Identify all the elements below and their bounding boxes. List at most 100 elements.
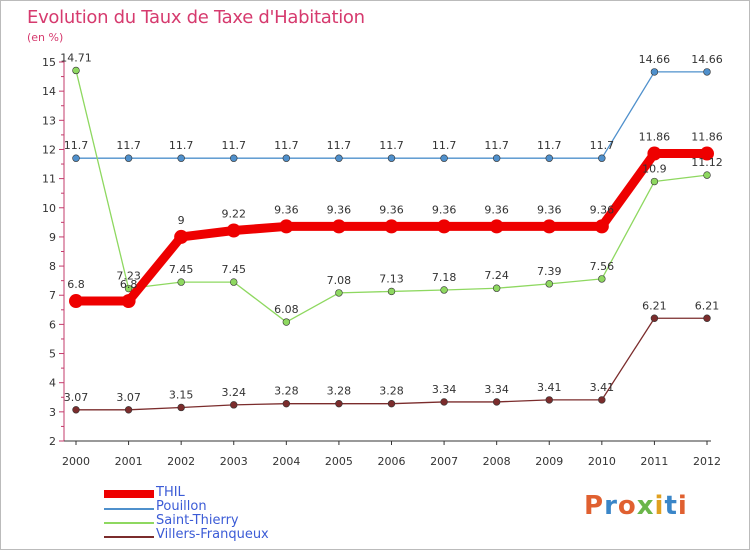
- point-villers-franqueux: [545, 396, 553, 404]
- data-label-thil: 9.36: [537, 203, 562, 216]
- legend-swatch-villers-franqueux: [104, 536, 154, 538]
- y-tick-label: 13: [42, 114, 56, 127]
- data-label-pouillon: 11.7: [327, 139, 352, 152]
- y-tick-label: 4: [49, 377, 56, 390]
- point-thil: [594, 219, 609, 234]
- data-label-thil: 9.36: [379, 203, 404, 216]
- point-pouillon: [230, 154, 238, 162]
- y-tick-label: 10: [42, 202, 56, 215]
- data-label-thil: 11.86: [691, 131, 723, 144]
- point-pouillon: [335, 154, 343, 162]
- y-tick-label: 6: [49, 318, 56, 331]
- logo-letter: i: [677, 491, 688, 521]
- point-thil: [384, 219, 399, 234]
- data-label-thil: 9: [178, 214, 185, 227]
- data-label-villers-franqueux: 3.15: [169, 388, 194, 401]
- x-tick-label: 2002: [167, 455, 195, 468]
- data-label-saint-thierry: 14.71: [60, 51, 92, 64]
- x-tick-label: 2011: [640, 455, 668, 468]
- point-pouillon: [177, 154, 185, 162]
- x-tick-label: 2004: [272, 455, 300, 468]
- data-label-saint-thierry: 7.39: [537, 265, 562, 278]
- x-tick-label: 2005: [325, 455, 353, 468]
- data-label-villers-franqueux: 3.41: [537, 381, 562, 394]
- legend-swatch-thil: [104, 490, 154, 498]
- point-villers-franqueux: [387, 399, 396, 408]
- point-saint-thierry: [650, 177, 659, 186]
- chart-title: Evolution du Taux de Taxe d'Habitation: [27, 7, 365, 28]
- legend-label-thil: THIL: [156, 485, 185, 500]
- data-labels-layer: 11.7 11.7 11.7 11.7 11.7 11.7 11.7 11.7 11.7 11.7…: [60, 51, 723, 403]
- point-saint-thierry: [387, 287, 396, 296]
- data-label-thil: 9.36: [432, 203, 457, 216]
- point-saint-thierry: [282, 318, 291, 326]
- y-tick-label: 7: [49, 289, 56, 302]
- proxiti-logo: Proxiti: [584, 491, 688, 521]
- data-label-villers-franqueux: 3.07: [64, 391, 89, 404]
- logo-letter: x: [636, 491, 655, 521]
- data-label-villers-franqueux: 3.24: [222, 386, 247, 399]
- point-villers-franqueux: [440, 398, 448, 406]
- point-saint-thierry: [440, 286, 448, 294]
- logo-letter: t: [664, 491, 678, 521]
- point-villers-franqueux: [177, 403, 185, 412]
- axes: 2 3 4 5 6 7 8 9 10 11 12 13 14 15 2000 2001 2002 2003 2004…: [42, 56, 721, 468]
- x-tick-label: 2003: [220, 455, 248, 468]
- point-villers-franqueux: [72, 406, 80, 414]
- data-label-thil: 6.8: [67, 278, 85, 291]
- point-saint-thierry: [703, 171, 711, 179]
- point-villers-franqueux: [124, 406, 133, 414]
- data-label-thil: 9.22: [222, 208, 247, 221]
- data-label-saint-thierry: 6.08: [274, 303, 299, 316]
- point-villers-franqueux: [650, 314, 659, 322]
- point-thil: [121, 294, 136, 309]
- data-label-saint-thierry: 7.08: [327, 274, 352, 287]
- data-label-thil: 6.8: [120, 278, 138, 291]
- data-label-thil: 9.36: [327, 203, 352, 216]
- x-tick-label: 2000: [62, 455, 90, 468]
- data-label-pouillon: 11.7: [432, 139, 457, 152]
- point-pouillon: [650, 68, 659, 76]
- legend-label-saint-thierry: Saint-Thierry: [156, 513, 239, 528]
- point-villers-franqueux: [335, 399, 343, 408]
- data-label-thil: 9.36: [484, 203, 509, 216]
- point-villers-franqueux: [598, 396, 606, 404]
- x-tick-label: 2008: [483, 455, 511, 468]
- y-tick-label: 5: [49, 348, 56, 361]
- data-label-saint-thierry: 7.56: [590, 260, 615, 273]
- point-thil: [331, 219, 346, 234]
- data-label-saint-thierry: 7.45: [169, 263, 194, 276]
- y-tick-label: 11: [42, 173, 56, 186]
- point-pouillon: [282, 154, 291, 162]
- x-tick-label: 2009: [535, 455, 563, 468]
- data-label-pouillon: 11.7: [274, 139, 299, 152]
- data-label-villers-franqueux: 3.34: [432, 383, 457, 396]
- y-tick-label: 15: [42, 56, 56, 69]
- point-saint-thierry: [598, 275, 606, 283]
- data-label-pouillon: 11.7: [169, 139, 194, 152]
- x-tick-label: 2001: [115, 455, 143, 468]
- point-thil: [279, 219, 294, 234]
- data-label-thil: 9.36: [590, 203, 615, 216]
- legend-swatch-saint-thierry: [104, 522, 154, 524]
- x-tick-label: 2012: [693, 455, 721, 468]
- point-saint-thierry: [545, 280, 553, 288]
- series-layer: [69, 66, 714, 414]
- point-thil: [647, 146, 662, 161]
- data-label-villers-franqueux: 3.28: [274, 385, 299, 398]
- point-thil: [700, 146, 714, 161]
- legend-label-villers-franqueux: Villers-Franqueux: [156, 527, 269, 542]
- point-saint-thierry: [177, 278, 185, 286]
- data-label-saint-thierry: 7.13: [379, 272, 404, 285]
- logo-letter: r: [604, 491, 618, 521]
- point-saint-thierry: [72, 66, 80, 75]
- data-label-saint-thierry: 7.18: [432, 271, 457, 284]
- y-tick-label: 9: [49, 231, 56, 244]
- point-saint-thierry: [124, 284, 133, 293]
- y-tick-label: 8: [49, 260, 56, 273]
- y-tick-label: 12: [42, 143, 56, 156]
- x-tick-label: 2010: [588, 455, 616, 468]
- logo-letter: i: [654, 491, 665, 521]
- point-thil: [489, 219, 504, 234]
